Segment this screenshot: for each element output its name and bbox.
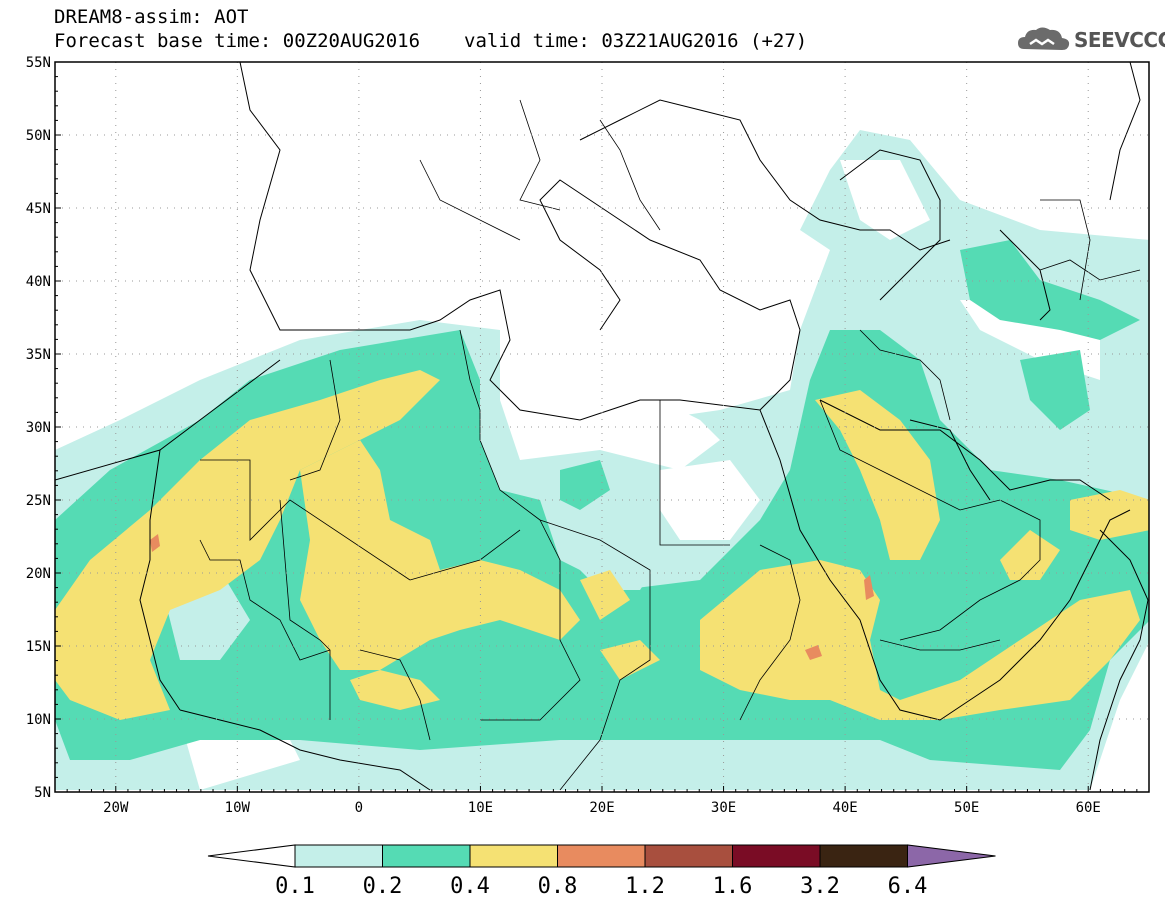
- forecast-times: Forecast base time: 00Z20AUG2016 valid ti…: [54, 30, 807, 52]
- map-title: DREAM8-assim: AOT: [54, 6, 249, 28]
- gridlines: [55, 62, 1149, 792]
- lon-label: 50E: [954, 800, 979, 816]
- colorbar-label: 0.1: [275, 874, 315, 899]
- forecast-base-time: Forecast base time: 00Z20AUG2016: [54, 30, 421, 52]
- colorbar-segment: [294, 844, 383, 868]
- lon-label: 20E: [589, 800, 614, 816]
- logo-text: SEEVCCC: [1074, 28, 1165, 52]
- lat-label: 15N: [26, 639, 51, 655]
- lat-label: 35N: [26, 347, 51, 363]
- lat-label: 30N: [26, 420, 51, 436]
- colorbar-segment: [469, 844, 558, 868]
- lon-label: 10W: [225, 800, 251, 816]
- lon-label: 60E: [1076, 800, 1101, 816]
- colorbar-segment: [644, 844, 733, 868]
- forecast-valid-time: valid time: 03Z21AUG2016 (+27): [464, 30, 808, 52]
- latitude-axis: 55N 50N 45N 40N 35N 30N 25N 20N 15N 10N 5N: [26, 55, 61, 801]
- colorbar-label: 3.2: [800, 874, 840, 899]
- lon-label: 0: [355, 800, 363, 816]
- lon-label: 10E: [468, 800, 493, 816]
- lat-label: 50N: [26, 128, 51, 144]
- colorbar-label: 0.2: [363, 874, 403, 899]
- lat-label: 40N: [26, 274, 51, 290]
- colorbar-label: 6.4: [888, 874, 928, 899]
- colorbar-segment: [557, 844, 646, 868]
- colorbar-high-extension: [907, 844, 996, 868]
- lat-label: 25N: [26, 493, 51, 509]
- lat-label: 45N: [26, 201, 51, 217]
- colorbar-segment: [819, 844, 908, 868]
- lon-label: 20W: [103, 800, 129, 816]
- cloud-icon: [1018, 27, 1070, 50]
- longitude-axis: 20W 10W 0 10E 20E 30E 40E 50E 60E: [66, 786, 1138, 816]
- lon-label: 30E: [711, 800, 736, 816]
- colorbar-label: 1.6: [713, 874, 753, 899]
- lat-label: 55N: [26, 55, 51, 71]
- colorbar-segment: [732, 844, 821, 868]
- lon-label: 40E: [832, 800, 857, 816]
- lat-label: 10N: [26, 712, 51, 728]
- lat-label: 5N: [34, 785, 51, 801]
- colorbar-label: 0.8: [538, 874, 578, 899]
- lat-label: 20N: [26, 566, 51, 582]
- colorbar-low-extension: [207, 844, 296, 868]
- colorbar-label: 1.2: [625, 874, 665, 899]
- coastlines: [55, 62, 1149, 791]
- colorbar-label: 0.4: [450, 874, 490, 899]
- colorbar: 0.1 0.2 0.4 0.8 1.2 1.6 3.2 6.4: [207, 844, 996, 899]
- colorbar-segment: [382, 844, 471, 868]
- country-borders: [199, 99, 1141, 791]
